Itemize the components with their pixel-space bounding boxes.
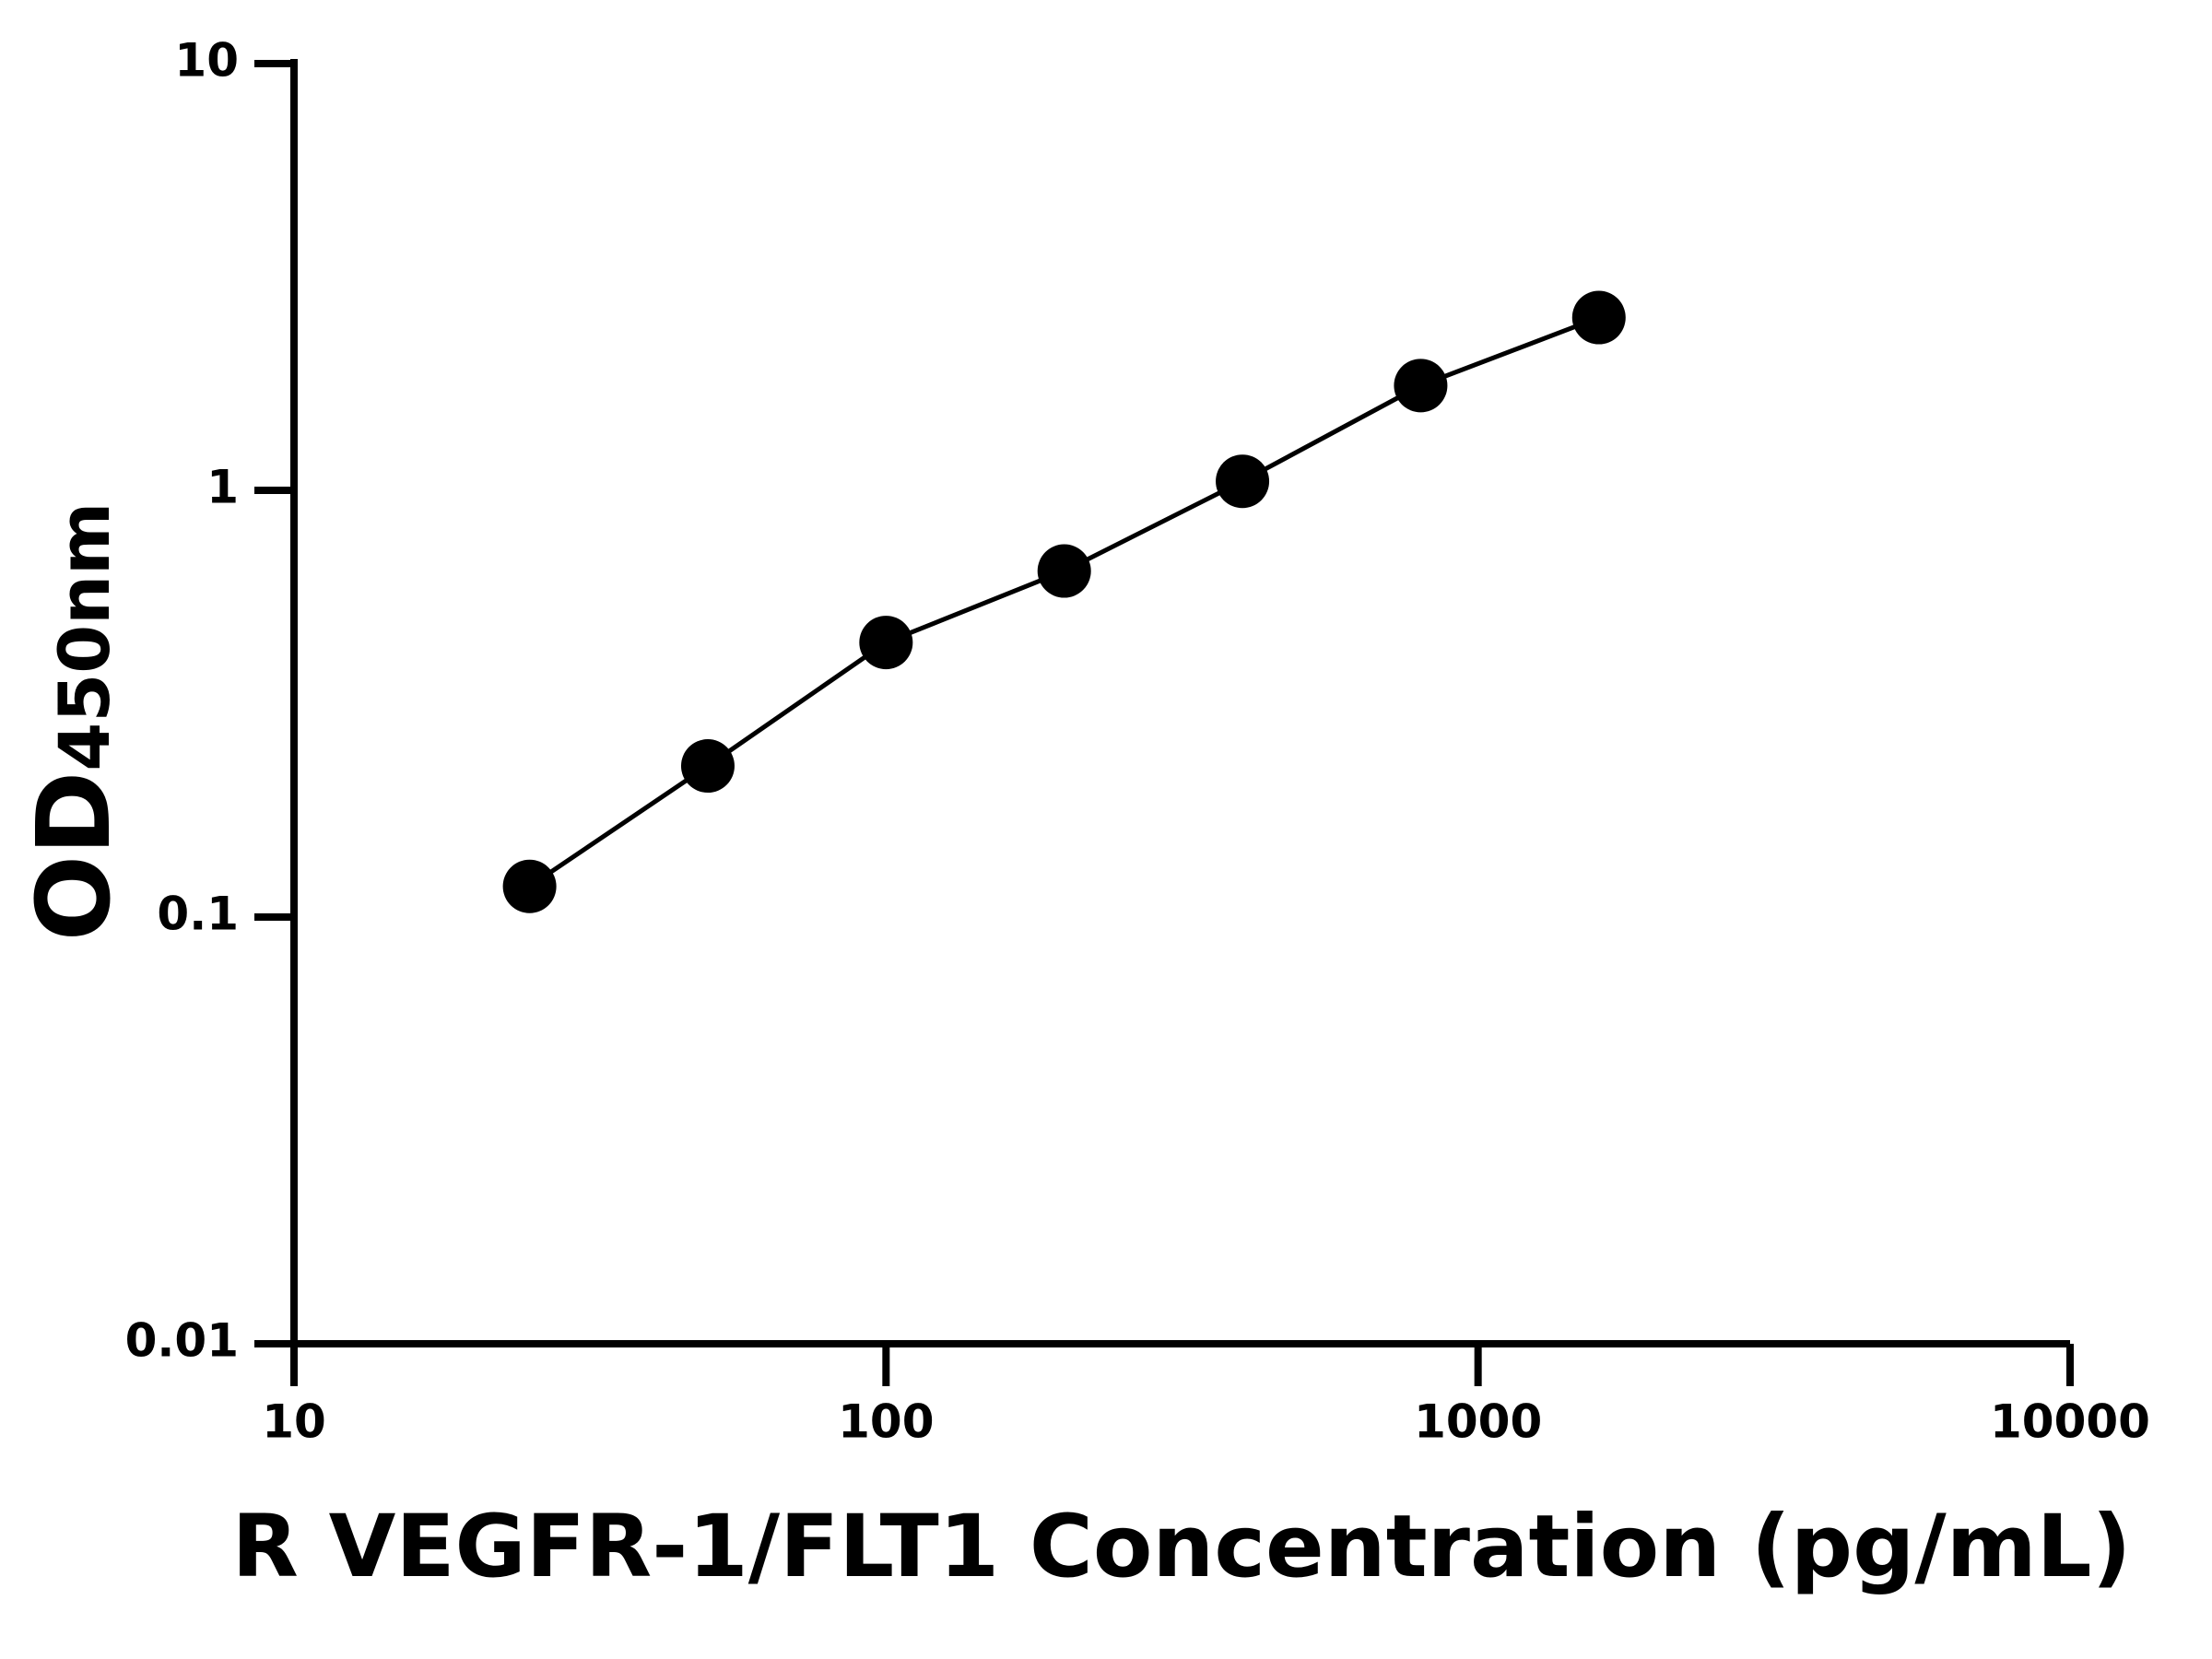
point — [859, 616, 913, 670]
y-axis-label: OD450nm — [15, 502, 133, 942]
y-tick-label: 0.01 — [125, 1314, 239, 1368]
y-axis-label-main: OD — [15, 771, 133, 942]
point — [680, 739, 735, 794]
point — [1571, 290, 1626, 345]
y-tick-label: 1 — [206, 461, 239, 514]
x-axis-label: R VEGFR-1/FLT1 Concentration (pg/mL) — [231, 1497, 2131, 1597]
y-tick-label: 0.1 — [157, 888, 239, 941]
x-tick-label: 100 — [838, 1395, 934, 1449]
y-tick-label: 10 — [174, 34, 239, 88]
x-tick-label: 10000 — [1990, 1395, 2150, 1449]
x-tick-label: 1000 — [1414, 1395, 1542, 1449]
point — [1216, 454, 1270, 509]
y-axis-label-sub: 450nm — [43, 502, 125, 771]
point — [1394, 359, 1448, 413]
point — [502, 859, 557, 913]
x-tick-label: 10 — [262, 1395, 326, 1449]
point — [1037, 544, 1091, 598]
